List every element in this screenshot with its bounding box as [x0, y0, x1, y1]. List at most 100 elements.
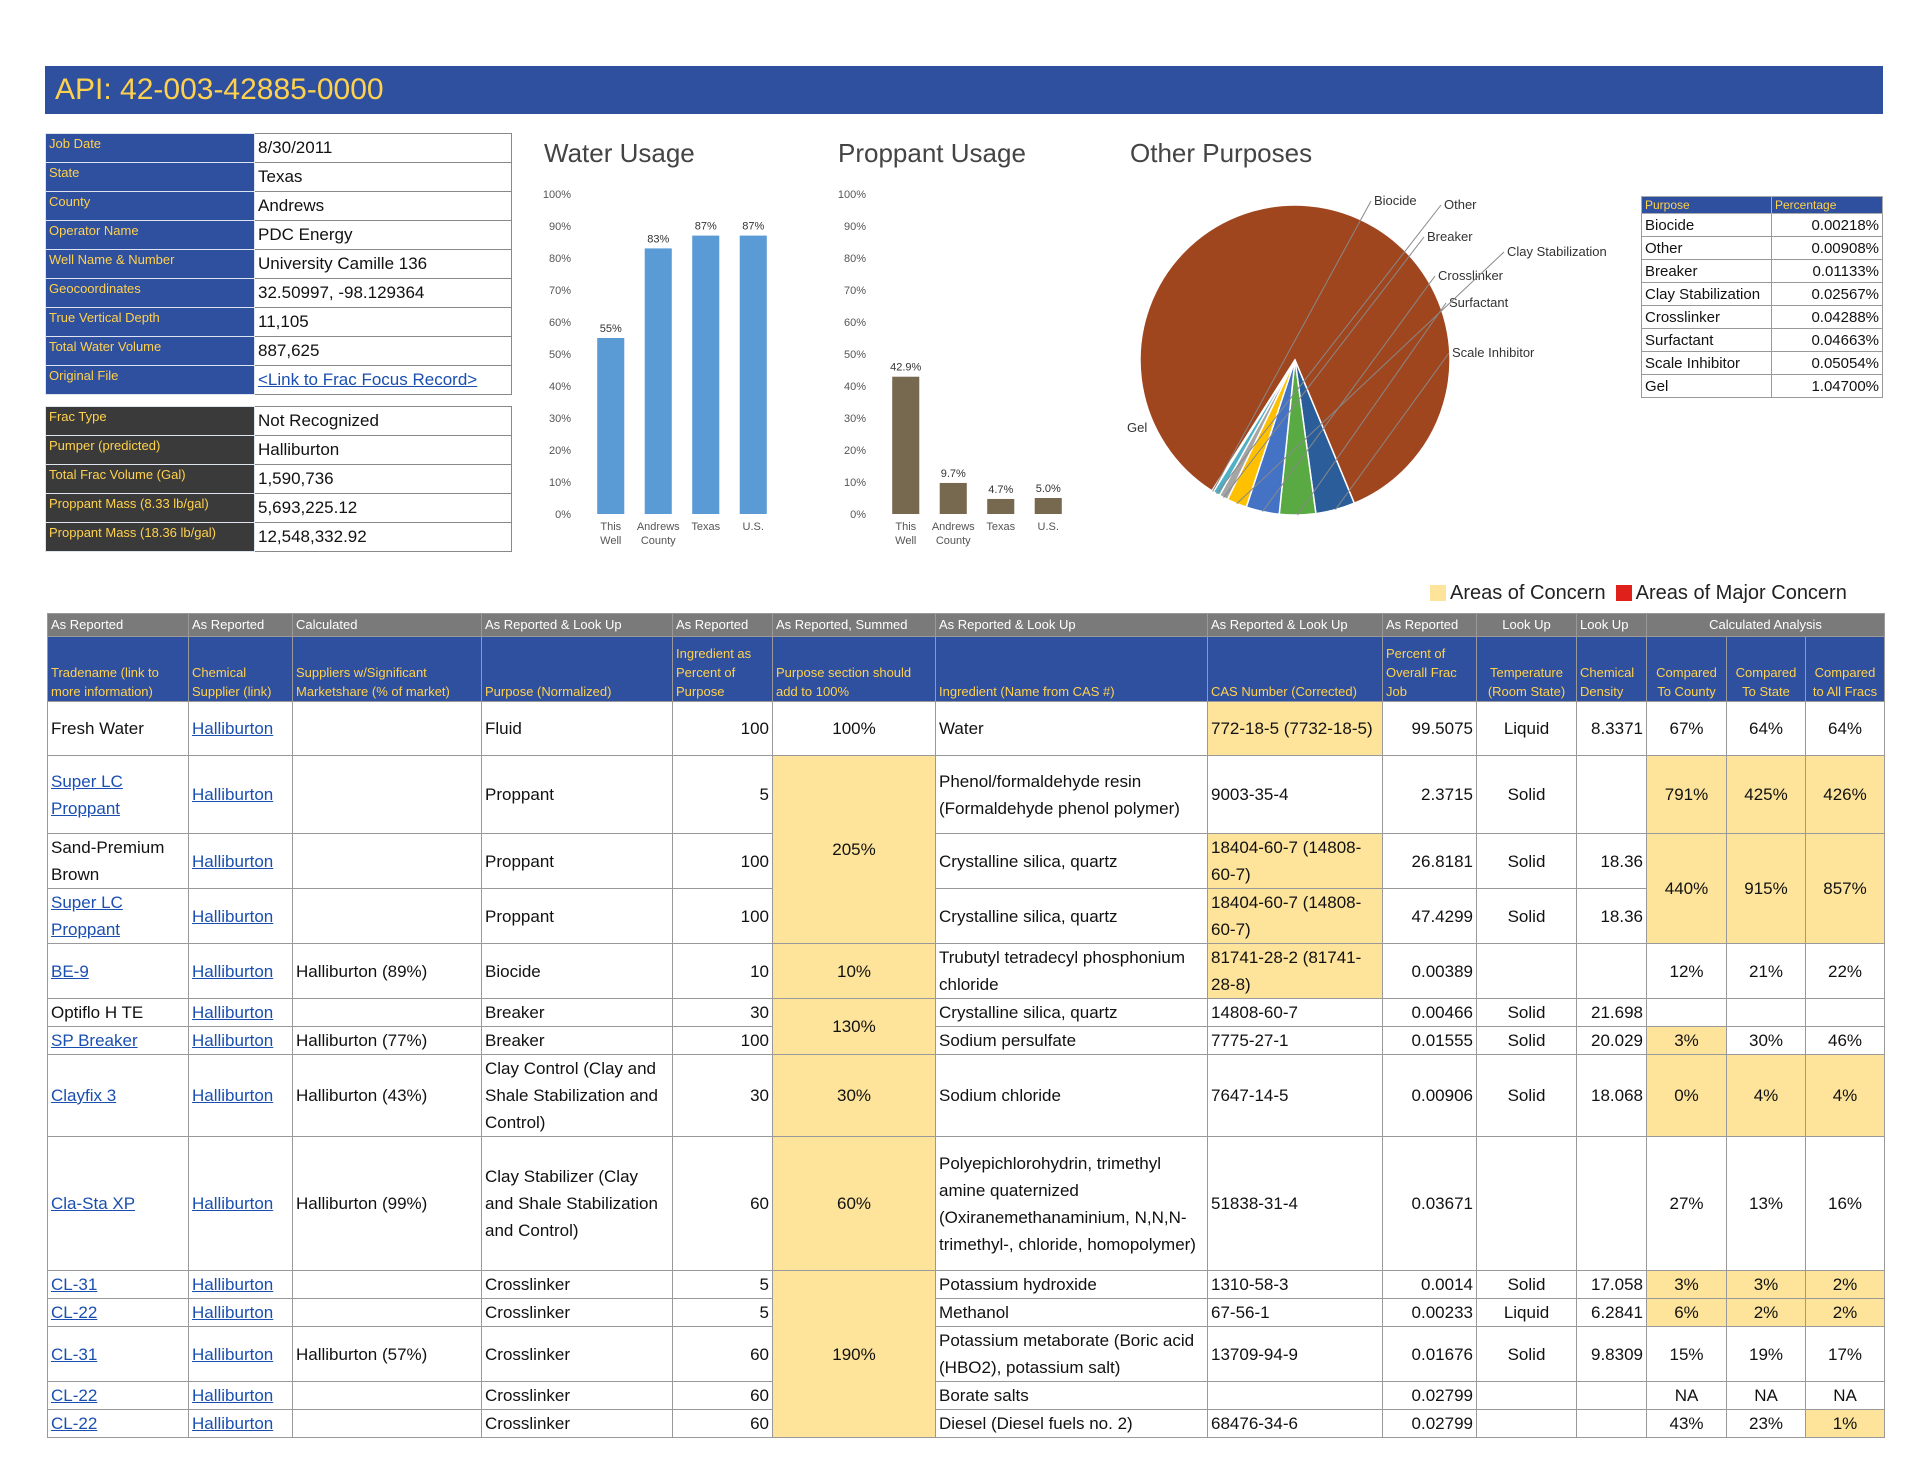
- column-header: CAS Number (Corrected): [1207, 636, 1383, 702]
- purpose-cell: Breaker: [481, 998, 673, 1027]
- cas-number-cell: [1207, 1381, 1383, 1410]
- slice-label: Clay Stabilization: [1507, 244, 1607, 259]
- supplier-link[interactable]: Halliburton: [192, 719, 274, 738]
- cas-number-cell: 18404-60-7 (14808-60-7): [1207, 833, 1383, 889]
- purpose-name: Crosslinker: [1641, 305, 1772, 329]
- supplier-cell: Halliburton: [188, 833, 293, 889]
- header-source-row: As Reported As Reported Calculated As Repor…: [47, 613, 1886, 637]
- ingredient-cell: Trubutyl tetradecyl phosphonium chloride: [935, 943, 1208, 999]
- tradename-link[interactable]: CL-22: [51, 1414, 98, 1433]
- category-label: Texas: [691, 521, 720, 533]
- supplier-cell: Halliburton: [188, 1298, 293, 1327]
- supplier-link[interactable]: Halliburton: [192, 1414, 274, 1433]
- compared-state-cell: 425%: [1726, 755, 1806, 834]
- info-value: University Camille 136: [254, 249, 512, 279]
- supplier-link[interactable]: Halliburton: [192, 906, 274, 926]
- supplier-link[interactable]: Halliburton: [192, 1031, 274, 1050]
- ingredient-cell: Sodium persulfate: [935, 1026, 1208, 1055]
- tradename-cell: CL-22: [47, 1381, 189, 1410]
- tradename-cell: Cla-Sta XP: [47, 1136, 189, 1271]
- supplier-link[interactable]: Halliburton: [192, 785, 274, 804]
- tradename-link[interactable]: CL-31: [51, 1275, 98, 1294]
- overall-percent-cell: 0.01676: [1382, 1326, 1477, 1382]
- compared-all-cell: 2%: [1804, 1298, 1886, 1327]
- tradename-link[interactable]: Super LC Proppant: [51, 771, 123, 818]
- table-row: Super LC Proppant Halliburton Proppant 100 C…: [47, 888, 1885, 944]
- share-cell: [292, 888, 482, 944]
- supplier-link[interactable]: Halliburton: [192, 1003, 274, 1022]
- source-header: As Reported, Summed: [772, 613, 936, 637]
- ingredient-cell: Water: [935, 701, 1208, 756]
- y-tick-label: 60%: [549, 317, 571, 329]
- ingredient-cell: Methanol: [935, 1298, 1208, 1327]
- density-cell: [1576, 943, 1647, 999]
- y-tick-label: 70%: [844, 285, 866, 297]
- compared-state-cell: 21%: [1726, 943, 1806, 999]
- purpose-sum-cell: 30%: [772, 1054, 936, 1137]
- supplier-cell: Halliburton: [188, 1054, 293, 1137]
- supplier-link[interactable]: Halliburton: [192, 1344, 274, 1364]
- tradename-link[interactable]: Clayfix 3: [51, 1086, 117, 1105]
- supplier-link[interactable]: Halliburton: [192, 1194, 274, 1213]
- ingredient-cell: Crystalline silica, quartz: [935, 833, 1208, 889]
- cas-number-cell: 14808-60-7: [1207, 998, 1383, 1027]
- tradename-cell: Clayfix 3: [47, 1054, 189, 1137]
- job-info-table: Job Date 8/30/2011 State Texas County Andrews…: [45, 133, 512, 395]
- category-label: Andrews: [932, 521, 975, 533]
- share-cell: [292, 998, 482, 1027]
- purpose-percentage: 0.05054%: [1771, 351, 1883, 375]
- tradename-link[interactable]: BE-9: [51, 961, 89, 981]
- share-cell: [292, 1409, 482, 1438]
- compared-state-cell: 2%: [1726, 1298, 1806, 1327]
- compared-state-cell: 4%: [1726, 1054, 1806, 1137]
- compared-state-cell: 23%: [1726, 1409, 1806, 1438]
- overall-percent-cell: 0.0014: [1382, 1270, 1477, 1299]
- tradename-link[interactable]: CL-22: [51, 1386, 98, 1405]
- temperature-cell: Liquid: [1476, 1298, 1577, 1327]
- supplier-link[interactable]: Halliburton: [192, 1086, 274, 1105]
- tradename-link[interactable]: SP Breaker: [51, 1031, 138, 1050]
- tradename-link[interactable]: Cla-Sta XP: [51, 1194, 136, 1213]
- purpose-percentage: 0.00908%: [1771, 236, 1883, 260]
- data-label: 42.9%: [890, 362, 921, 374]
- info-value: 12,548,332.92: [254, 522, 512, 552]
- share-cell: [292, 755, 482, 834]
- info-row: Geocoordinates 32.50997, -98.129364: [45, 278, 512, 308]
- tradename-link[interactable]: CL-22: [51, 1303, 98, 1322]
- compared-county-cell: 791%: [1646, 755, 1727, 834]
- tradename-link[interactable]: CL-31: [51, 1344, 98, 1364]
- info-value: 32.50997, -98.129364: [254, 278, 512, 308]
- cas-number-cell: 1310-58-3: [1207, 1270, 1383, 1299]
- density-cell: [1576, 1381, 1647, 1410]
- tradename-cell: BE-9: [47, 943, 189, 999]
- cas-number-cell: 772-18-5 (7732-18-5): [1207, 701, 1383, 756]
- purpose-sum-cell: 190%: [772, 1270, 936, 1438]
- frac-focus-link[interactable]: <Link to Frac Focus Record>: [258, 370, 478, 389]
- supplier-cell: Halliburton: [188, 1326, 293, 1382]
- y-tick-label: 30%: [549, 413, 571, 425]
- table-row: Cla-Sta XP Halliburton Halliburton (99%) Cl…: [47, 1136, 1886, 1271]
- info-row: Job Date 8/30/2011: [45, 133, 512, 163]
- supplier-link[interactable]: Halliburton: [192, 961, 274, 981]
- table-row: CL-22 Halliburton Crosslinker 60 Borate salt…: [47, 1381, 1886, 1410]
- table-row: SP Breaker Halliburton Halliburton (77%) Br…: [47, 1026, 1886, 1055]
- frac-info-table: Frac Type Not Recognized Pumper (predicted…: [45, 406, 512, 552]
- purpose-name: Other: [1641, 236, 1772, 260]
- compared-county-cell: NA: [1646, 1381, 1727, 1410]
- supplier-link[interactable]: Halliburton: [192, 851, 274, 871]
- ingredient-percent-cell: 30: [672, 998, 773, 1027]
- slice-label: Other: [1444, 197, 1477, 212]
- share-cell: Halliburton (77%): [292, 1026, 482, 1055]
- purpose-cell: Crosslinker: [481, 1270, 673, 1299]
- purpose-percentage: 0.02567%: [1771, 282, 1883, 306]
- supplier-link[interactable]: Halliburton: [192, 1386, 274, 1405]
- ingredient-cell: Crystalline silica, quartz: [935, 998, 1208, 1027]
- supplier-link[interactable]: Halliburton: [192, 1275, 274, 1294]
- y-tick-label: 10%: [844, 477, 866, 489]
- legend: Areas of Concern Areas of Major Concern: [1430, 582, 1847, 605]
- info-label: County: [45, 191, 255, 221]
- compared-state-cell: 19%: [1726, 1326, 1806, 1382]
- tradename-link[interactable]: Super LC Proppant: [51, 893, 123, 939]
- supplier-link[interactable]: Halliburton: [192, 1303, 274, 1322]
- bar: [939, 482, 967, 514]
